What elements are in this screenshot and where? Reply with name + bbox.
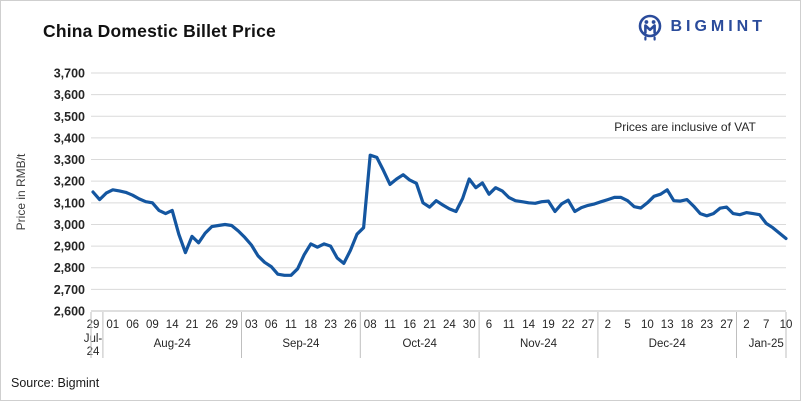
svg-text:6: 6 [486, 319, 492, 331]
svg-text:Dec-24: Dec-24 [649, 338, 687, 350]
bigmint-logo-icon [639, 14, 662, 41]
svg-text:7: 7 [763, 319, 769, 331]
svg-text:Price in RMB/t: Price in RMB/t [14, 153, 28, 230]
svg-text:26: 26 [344, 319, 357, 331]
svg-text:19: 19 [542, 319, 555, 331]
svg-text:Oct-24: Oct-24 [402, 338, 437, 350]
svg-text:13: 13 [661, 319, 674, 331]
svg-text:3,200: 3,200 [54, 175, 85, 189]
svg-text:18: 18 [681, 319, 694, 331]
svg-text:10: 10 [641, 319, 654, 331]
svg-text:29: 29 [225, 319, 238, 331]
svg-text:23: 23 [324, 319, 337, 331]
gridlines [91, 72, 786, 312]
svg-text:01: 01 [106, 319, 119, 331]
svg-text:3,700: 3,700 [54, 67, 85, 81]
svg-text:27: 27 [582, 319, 595, 331]
vat-annotation: Prices are inclusive of VAT [614, 120, 756, 134]
svg-text:Jul-: Jul- [84, 333, 103, 345]
svg-text:14: 14 [522, 319, 535, 331]
brand-logo-text: BIGMINT [670, 18, 766, 35]
svg-text:Nov-24: Nov-24 [520, 338, 558, 350]
svg-text:11: 11 [384, 319, 396, 331]
x-axis-month-labels: Jul-24 Aug-24 Sep-24 Oct-24 Nov-24 Dec-24 Jan-… [84, 333, 784, 358]
svg-text:23: 23 [700, 319, 713, 331]
svg-text:06: 06 [265, 319, 278, 331]
svg-text:08: 08 [364, 319, 377, 331]
svg-text:2,800: 2,800 [54, 261, 85, 275]
y-axis-title: Price in RMB/t [14, 153, 28, 230]
svg-text:2: 2 [605, 319, 611, 331]
svg-text:2,700: 2,700 [54, 283, 85, 297]
source-caption: Source: Bigmint [11, 376, 100, 390]
svg-text:29: 29 [87, 319, 100, 331]
price-line [91, 153, 788, 277]
svg-text:3,300: 3,300 [54, 153, 85, 167]
svg-text:27: 27 [720, 319, 733, 331]
svg-text:Jan-25: Jan-25 [749, 338, 784, 350]
svg-text:3,100: 3,100 [54, 196, 85, 210]
svg-text:11: 11 [503, 319, 515, 331]
svg-text:24: 24 [87, 346, 100, 358]
y-axis-labels: 3,700 3,600 3,500 3,400 3,300 3,200 3,100 3,000… [54, 67, 85, 319]
svg-text:Sep-24: Sep-24 [282, 338, 320, 350]
svg-text:5: 5 [624, 319, 630, 331]
x-axis-day-labels: 29 01 06 09 14 21 26 29 03 06 11 18 23 26 08 11 16 21 24 30… [87, 319, 793, 331]
svg-text:14: 14 [166, 319, 179, 331]
svg-text:06: 06 [126, 319, 139, 331]
svg-text:21: 21 [423, 319, 436, 331]
svg-text:2: 2 [743, 319, 749, 331]
brand-logo: BIGMINT [637, 12, 766, 42]
svg-text:3,500: 3,500 [54, 110, 85, 124]
svg-text:26: 26 [205, 319, 218, 331]
svg-text:2,600: 2,600 [54, 305, 85, 319]
svg-text:16: 16 [403, 319, 416, 331]
svg-text:09: 09 [146, 319, 159, 331]
svg-text:30: 30 [463, 319, 476, 331]
svg-text:18: 18 [304, 319, 317, 331]
svg-text:3,600: 3,600 [54, 88, 85, 102]
svg-text:11: 11 [285, 319, 297, 331]
svg-text:3,400: 3,400 [54, 131, 85, 145]
month-separators [90, 312, 787, 358]
svg-text:21: 21 [186, 319, 199, 331]
svg-text:2,900: 2,900 [54, 240, 85, 254]
svg-text:22: 22 [562, 319, 575, 331]
svg-text:3,000: 3,000 [54, 218, 85, 232]
svg-text:24: 24 [443, 319, 456, 331]
svg-text:03: 03 [245, 319, 258, 331]
svg-text:Aug-24: Aug-24 [154, 338, 192, 350]
page-title: China Domestic Billet Price [43, 21, 276, 41]
